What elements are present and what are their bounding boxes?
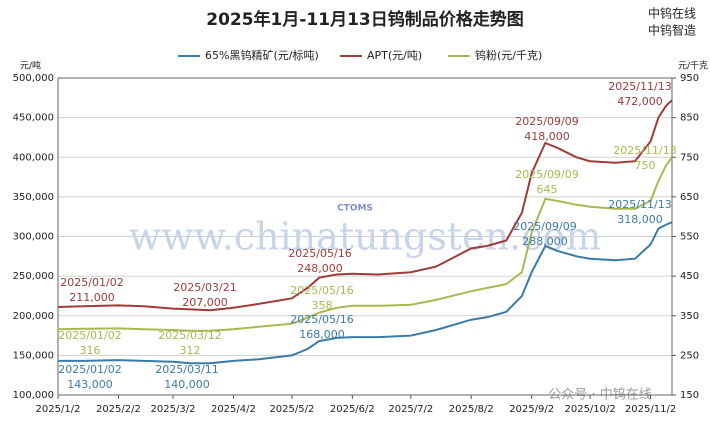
- annotation-date: 2025/01/02: [58, 329, 121, 342]
- brand: 中钨智造: [648, 23, 696, 38]
- annotation-value: 358: [312, 299, 333, 312]
- x-tick-label: 2025/7/2: [388, 404, 433, 415]
- annotation-date: 2025/03/21: [173, 281, 236, 294]
- x-tick-label: 2025/8/2: [449, 404, 494, 415]
- annotation-value: 143,000: [67, 378, 113, 391]
- x-tick-label: 2025/3/2: [151, 404, 196, 415]
- series-line: [58, 221, 673, 365]
- annotation-date: 2025/05/16: [290, 284, 353, 297]
- annotation-date: 2025/09/09: [515, 168, 578, 181]
- annotation-value: 207,000: [182, 296, 228, 309]
- chart-title: 2025年1月-11月13日钨制品价格走势图: [206, 9, 524, 30]
- y2-tick-label: 250: [680, 350, 699, 361]
- logo-text: CTOMS: [337, 204, 373, 214]
- y-tick-label: 200,000: [13, 311, 54, 322]
- y2-tick-label: 150: [680, 390, 699, 401]
- annotation-date: 2025/03/11: [155, 363, 218, 376]
- y2-tick-label: 550: [680, 232, 699, 243]
- legend-label: APT(元/吨): [367, 49, 422, 62]
- annotation-date: 2025/01/02: [58, 363, 121, 376]
- plot-frame: [57, 77, 673, 396]
- annotation-date: 2025/09/09: [515, 115, 578, 128]
- annotation-date: 2025/05/16: [290, 313, 353, 326]
- x-tick-label: 2025/11/2: [625, 404, 676, 415]
- y2-tick-label: 450: [680, 271, 699, 282]
- annotation-date: 2025/11/13: [608, 80, 671, 93]
- annotation-value: 750: [635, 159, 656, 172]
- y-tick-label: 400,000: [13, 152, 54, 163]
- x-tick-label: 2025/9/2: [509, 404, 554, 415]
- annotation-date: 2025/11/13: [613, 144, 676, 157]
- series-line: [57, 99, 673, 312]
- x-tick-label: 2025/6/2: [330, 404, 375, 415]
- y2-tick-label: 650: [680, 192, 699, 203]
- x-tick-label: 2025/4/2: [211, 404, 256, 415]
- y-axis-label: 元/吨: [20, 60, 41, 72]
- y-tick-label: 250,000: [13, 271, 54, 282]
- annotation-date: 2025/11/13: [608, 198, 671, 211]
- series-line: [57, 156, 673, 332]
- y2-tick-label: 950: [680, 73, 699, 84]
- legend-label: 65%黑钨精矿(元/标吨): [205, 48, 319, 62]
- x-tick-label: 2025/2/2: [96, 404, 141, 415]
- annotation-value: 312: [180, 344, 201, 357]
- y2-axis-label: 元/千克: [678, 61, 708, 72]
- annotation-value: 316: [80, 344, 101, 357]
- legend-label: 钨粉(元/千克): [475, 49, 542, 62]
- y-tick-label: 150,000: [13, 350, 54, 361]
- annotation-value: 472,000: [617, 95, 663, 108]
- y-tick-label: 350,000: [13, 192, 54, 203]
- annotation-value: 418,000: [524, 130, 570, 143]
- annotation-value: 248,000: [297, 262, 343, 275]
- y-tick-label: 100,000: [13, 390, 54, 401]
- annotation-value: 288,000: [522, 235, 568, 248]
- y2-tick-label: 850: [680, 113, 699, 124]
- y2-tick-label: 750: [680, 152, 699, 163]
- annotation-value: 645: [537, 183, 558, 196]
- annotation-value: 211,000: [69, 291, 115, 304]
- annotation-date: 2025/09/09: [513, 220, 576, 233]
- annotation-date: 2025/03/12: [158, 329, 221, 342]
- annotation-value: 318,000: [617, 213, 663, 226]
- annotation-date: 2025/05/16: [288, 247, 351, 260]
- x-tick-label: 2025/10/2: [564, 404, 615, 415]
- y2-tick-label: 350: [680, 311, 699, 322]
- x-tick-label: 2025/1/2: [36, 404, 81, 415]
- y-tick-label: 450,000: [13, 113, 54, 124]
- annotation-date: 2025/01/02: [60, 276, 123, 289]
- annotation-value: 168,000: [299, 328, 345, 341]
- y-tick-label: 500,000: [13, 73, 54, 84]
- brand: 中钨在线: [648, 6, 696, 21]
- y-tick-label: 300,000: [13, 232, 54, 243]
- x-tick-label: 2025/5/2: [269, 404, 314, 415]
- annotation-value: 140,000: [164, 378, 210, 391]
